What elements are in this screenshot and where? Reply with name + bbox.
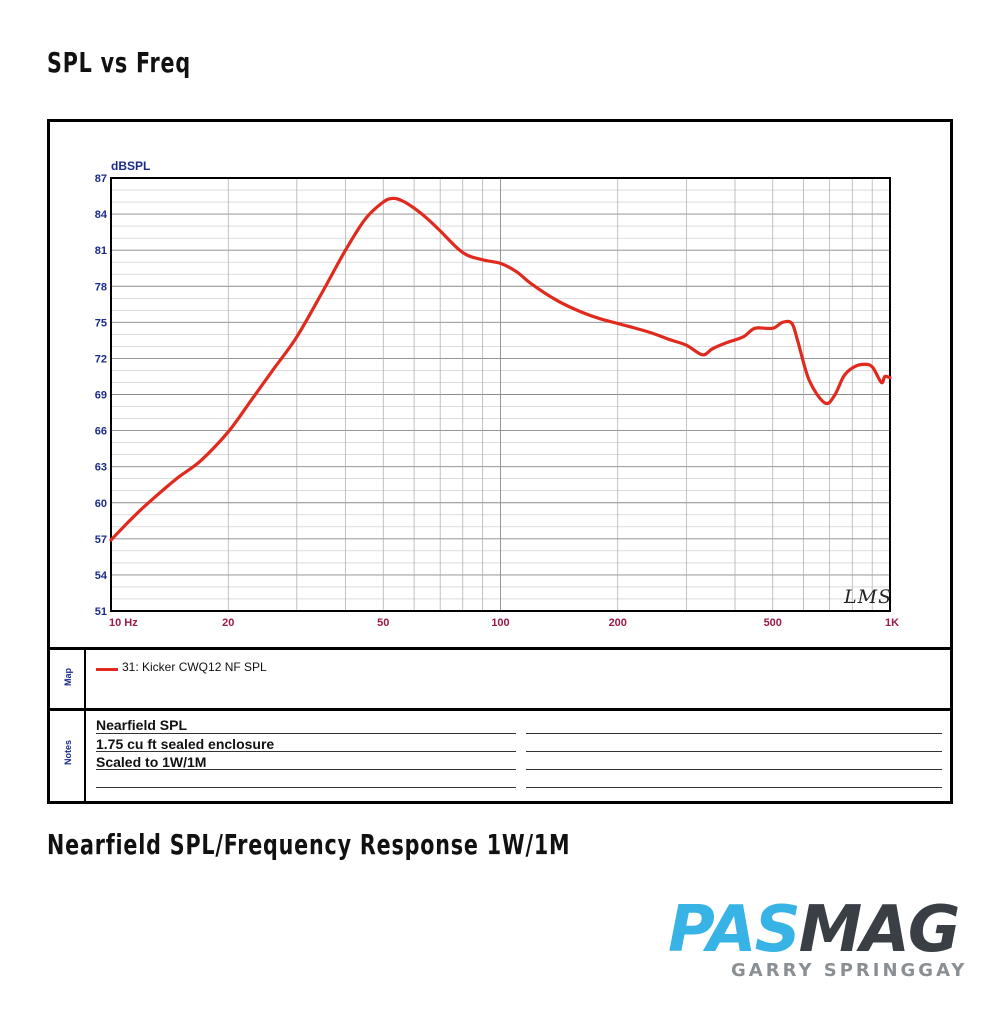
divider-notes [50, 708, 950, 711]
note-line-2: 1.75 cu ft sealed enclosure [96, 736, 275, 752]
note-rule [526, 769, 942, 770]
note-line-1: Nearfield SPL [96, 717, 188, 733]
y-tick-label: 75 [95, 317, 107, 329]
author-byline: GARRY SPRINGGAY [731, 960, 968, 981]
note-rule [526, 751, 942, 752]
y-tick-label: 57 [95, 534, 107, 546]
y-tick-label: 66 [95, 426, 107, 438]
note-rule [96, 733, 516, 734]
y-tick-label: 78 [95, 281, 107, 293]
y-tick-label: 87 [95, 173, 107, 185]
plot-border [110, 177, 891, 612]
lms-watermark: LMS [843, 586, 892, 608]
y-tick-label: 72 [95, 353, 107, 365]
map-section-label: Map [63, 668, 73, 686]
note-rule [96, 769, 516, 770]
x-tick-label: 1K [885, 617, 899, 629]
note-rule [96, 787, 516, 788]
logo-part-1: PAS [668, 893, 801, 967]
pasmag-logo: PASMAG [668, 898, 960, 962]
note-rule [96, 751, 516, 752]
chart-caption: Nearfield SPL/Frequency Response 1W/1M [47, 828, 571, 861]
y-tick-label: 63 [95, 462, 107, 474]
x-tick-label: 10 Hz [109, 617, 138, 629]
x-tick-label: 500 [764, 617, 782, 629]
y-axis-label: dBSPL [111, 159, 150, 173]
note-rule [526, 733, 942, 734]
chart-frame: 87 84 81 78 75 72 69 66 63 60 57 54 51 10 Hz 20 50 100 20… [47, 119, 953, 804]
y-tick-label: 69 [95, 390, 107, 402]
note-rule [526, 787, 942, 788]
legend-entry: 31: Kicker CWQ12 NF SPL [122, 660, 267, 674]
y-tick-label: 84 [95, 209, 108, 221]
y-tick-label: 51 [95, 606, 107, 618]
grid [110, 177, 891, 612]
y-tick-label: 60 [95, 498, 107, 510]
notes-side-column [84, 711, 86, 801]
series [109, 196, 892, 542]
note-line-3: Scaled to 1W/1M [96, 754, 207, 770]
x-tick-label: 200 [609, 617, 627, 629]
x-tick-label: 20 [222, 617, 234, 629]
notes-section-label: Notes [63, 739, 73, 765]
legend-swatch [96, 668, 118, 671]
x-tick-label: 100 [491, 617, 509, 629]
map-side-column [84, 650, 86, 708]
series-line [109, 196, 892, 542]
y-tick-label: 54 [95, 570, 108, 582]
y-tick-label: 81 [95, 245, 107, 257]
divider-map [50, 647, 950, 650]
x-tick-label: 50 [377, 617, 389, 629]
logo-part-2: MAG [798, 893, 961, 967]
page-title: SPL vs Freq [47, 46, 191, 79]
